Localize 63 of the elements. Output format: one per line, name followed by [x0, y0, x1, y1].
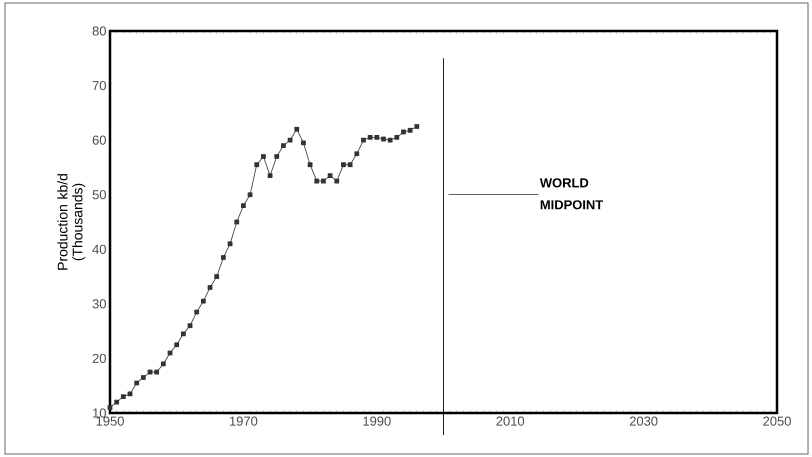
point	[208, 285, 212, 290]
y-tick-label: 30	[92, 299, 106, 308]
point	[414, 124, 420, 129]
point	[180, 331, 186, 336]
y-tick-label: 70	[92, 80, 106, 90]
point	[354, 151, 360, 156]
point	[334, 178, 340, 184]
x-tick-label: 1950	[96, 416, 124, 426]
point	[241, 203, 246, 208]
point	[394, 135, 400, 140]
point	[221, 255, 226, 260]
point	[228, 241, 232, 246]
point	[168, 350, 172, 356]
point	[348, 162, 353, 168]
y-tick-label: 50	[92, 190, 106, 200]
point	[214, 274, 220, 279]
point	[341, 162, 346, 168]
y-tick-label: 40	[92, 244, 106, 254]
point	[128, 392, 132, 396]
point	[108, 405, 112, 410]
point	[368, 135, 373, 140]
x-tick-label: 2050	[763, 416, 791, 426]
point	[321, 178, 326, 184]
point	[254, 162, 260, 168]
point	[174, 342, 180, 348]
point	[200, 298, 206, 304]
x-tick-label: 2030	[630, 416, 658, 426]
y-tick-label: 60	[92, 136, 106, 145]
point	[388, 138, 393, 143]
x-tick-label: 1990	[363, 416, 391, 426]
point	[234, 220, 240, 224]
point	[374, 135, 380, 140]
point	[194, 310, 200, 314]
point	[114, 400, 120, 404]
point	[314, 178, 320, 184]
y-tick-label: 80	[92, 26, 106, 36]
point	[261, 154, 266, 159]
point	[281, 143, 286, 148]
point	[154, 370, 160, 374]
point	[381, 136, 386, 142]
x-tick-label: 2010	[496, 416, 524, 426]
point	[188, 323, 192, 328]
point	[274, 154, 280, 159]
point	[160, 361, 166, 366]
point	[148, 370, 152, 374]
point	[288, 138, 292, 143]
point	[361, 138, 366, 143]
point	[120, 394, 126, 400]
point	[301, 140, 306, 146]
point	[268, 173, 272, 178]
point	[308, 162, 312, 168]
ref-line-label: WORLD MIDPOINT	[540, 178, 604, 210]
point	[401, 130, 406, 134]
point	[140, 375, 146, 380]
point	[328, 173, 333, 178]
point	[134, 380, 140, 386]
point	[248, 192, 252, 198]
point	[408, 128, 413, 133]
x-tick-label: 1970	[230, 416, 258, 426]
point	[294, 126, 300, 132]
y-tick-label: 20	[92, 354, 106, 364]
y-axis-title: Production kb/d (Thousands)	[57, 174, 86, 270]
y-tick-label: 10	[93, 408, 106, 418]
